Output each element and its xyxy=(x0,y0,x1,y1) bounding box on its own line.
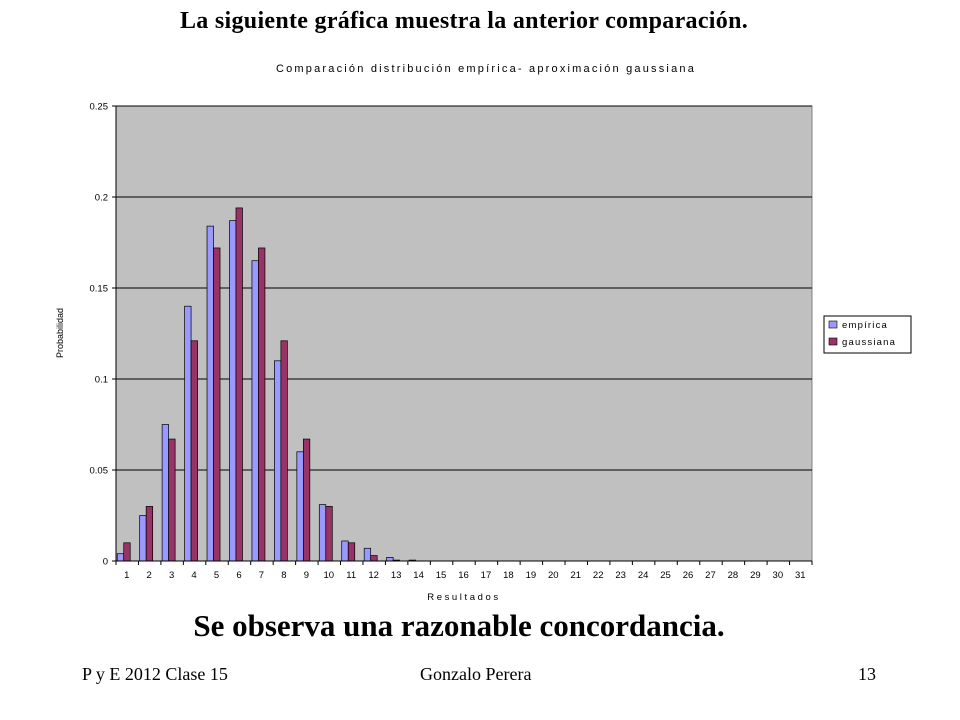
bar-gaussiana-10 xyxy=(325,506,333,562)
x-tick-label: 23 xyxy=(615,570,626,581)
bar-gaussiana-4 xyxy=(190,340,198,562)
conclusion-text: Se observa una razonable concordancia. xyxy=(193,608,725,643)
bar-gaussiana-12 xyxy=(370,555,378,562)
legend-box xyxy=(823,315,912,354)
legend-swatch xyxy=(828,320,838,329)
chart-legend: empírica gaussiana xyxy=(823,315,912,354)
x-tick-label: 4 xyxy=(191,570,196,581)
x-tick-label: 1 xyxy=(124,570,129,581)
x-tick-label: 6 xyxy=(236,570,241,581)
bar-gaussiana-5 xyxy=(213,247,221,562)
footer-author: Gonzalo Perera xyxy=(420,664,532,684)
x-tick-label: 8 xyxy=(281,570,286,581)
bar-empirica-12 xyxy=(363,547,372,562)
x-tick-label: 20 xyxy=(548,570,559,581)
bar-empirica-9 xyxy=(296,451,304,562)
bar-empirica-3 xyxy=(161,424,169,562)
x-tick-label: 27 xyxy=(705,570,716,581)
legend-swatch xyxy=(828,337,838,346)
x-tick-label: 25 xyxy=(660,570,671,581)
y-tick-label: 0.1 xyxy=(95,375,108,386)
x-tick-label: 30 xyxy=(773,570,784,581)
x-tick-label: 18 xyxy=(503,570,514,581)
y-tick-label: 0.2 xyxy=(95,193,108,204)
plot-background xyxy=(115,105,813,562)
y-tick-label: 0 xyxy=(103,557,108,568)
bar-empirica-10 xyxy=(318,504,327,562)
bar-empirica-13 xyxy=(386,557,394,562)
x-tick-label: 10 xyxy=(324,570,335,581)
x-tick-label: 16 xyxy=(458,570,469,581)
footer-course: P y E 2012 Clase 15 xyxy=(82,664,228,684)
x-tick-label: 17 xyxy=(481,570,492,581)
x-tick-label: 24 xyxy=(638,570,649,581)
footer-page-number: 13 xyxy=(858,664,876,684)
x-tick-label: 2 xyxy=(147,570,152,581)
chart-title: Comparación distribución empírica- aprox… xyxy=(276,63,696,75)
x-axis-label: Resultados xyxy=(427,592,501,600)
legend-label: empírica xyxy=(842,320,888,331)
bar-empirica-2 xyxy=(139,515,147,562)
x-tick-label: 13 xyxy=(391,570,402,581)
bar-empirica-4 xyxy=(184,305,192,562)
bar-empirica-1 xyxy=(116,553,125,562)
bar-empirica-5 xyxy=(206,225,214,562)
bar-gaussiana-8 xyxy=(280,340,288,562)
x-tick-label: 19 xyxy=(526,570,537,581)
slide-heading: La siguiente gráfica muestra la anterior… xyxy=(179,8,749,34)
bar-gaussiana-6 xyxy=(235,207,243,562)
x-tick-label: 28 xyxy=(728,570,739,581)
bar-empirica-11 xyxy=(341,540,349,562)
y-tick-label: 0.15 xyxy=(90,284,109,295)
x-tick-label: 7 xyxy=(259,570,264,581)
x-tick-label: 3 xyxy=(169,570,174,581)
bar-gaussiana-1 xyxy=(123,542,131,562)
x-tick-label: 15 xyxy=(436,570,447,581)
bar-gaussiana-2 xyxy=(145,506,154,562)
x-tick-label: 11 xyxy=(346,570,356,581)
bar-gaussiana-3 xyxy=(168,438,176,562)
bar-gaussiana-7 xyxy=(258,247,266,562)
bar-empirica-8 xyxy=(274,360,282,562)
bar-empirica-7 xyxy=(251,260,259,562)
x-tick-label: 31 xyxy=(795,570,806,581)
y-tick-label: 0.05 xyxy=(90,466,109,477)
y-tick-label: 0.25 xyxy=(90,102,109,113)
bar-gaussiana-9 xyxy=(302,438,311,562)
x-tick-label: 26 xyxy=(683,570,694,581)
x-tick-label: 9 xyxy=(304,570,309,581)
x-tick-label: 29 xyxy=(750,570,761,581)
x-tick-label: 14 xyxy=(413,570,424,581)
x-tick-label: 12 xyxy=(368,570,379,581)
y-axis-label: Probabilidad xyxy=(55,308,65,358)
x-tick-label: 22 xyxy=(593,570,604,581)
x-tick-label: 21 xyxy=(570,570,581,581)
legend-label: gaussiana xyxy=(842,337,896,348)
plot-area: 00.050.10.150.20.251 2 3 4 5 6 7 8 9 10 11 12 13 14 15… xyxy=(90,102,813,581)
bar-empirica-6 xyxy=(229,220,237,562)
bar-gaussiana-11 xyxy=(347,542,356,562)
x-tick-label: 5 xyxy=(214,570,219,581)
bar-chart: Comparación distribución empírica- aprox… xyxy=(55,63,912,600)
